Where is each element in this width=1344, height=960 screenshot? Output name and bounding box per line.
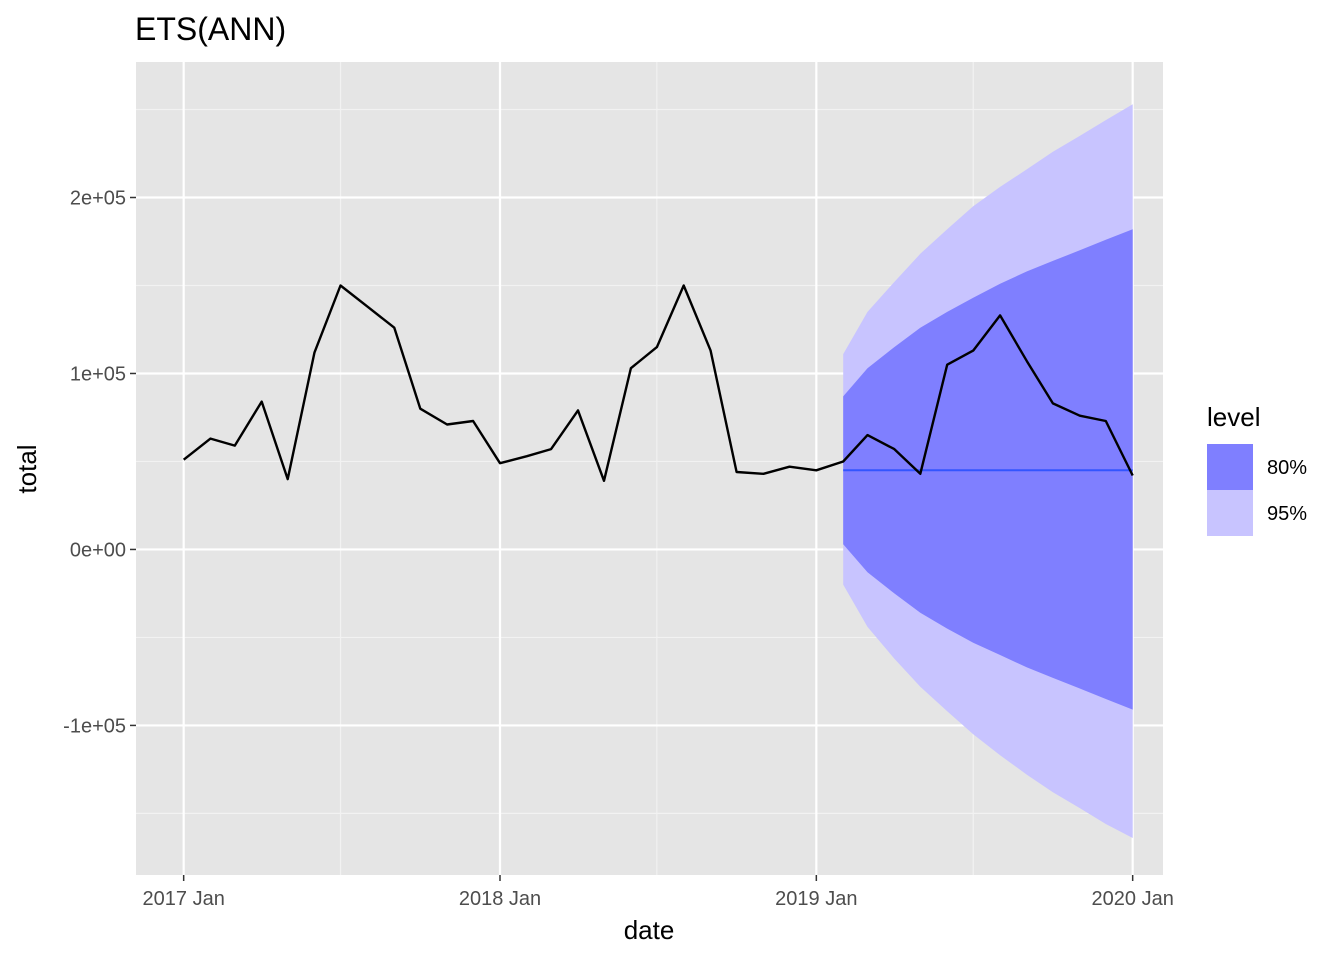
actual-series-line xyxy=(182,284,1134,482)
x-axis: 2017 Jan 2018 Jan 2019 Jan 2020 Jan xyxy=(143,875,1174,910)
legend-label: 80% xyxy=(1267,457,1307,479)
x-axis-title: date xyxy=(624,915,675,945)
chart-title: ETS(ANN) xyxy=(135,11,286,47)
x-tick-label: 2019 Jan xyxy=(775,888,857,910)
y-axis-title: total xyxy=(12,444,42,493)
x-tick-label: 2018 Jan xyxy=(459,888,541,910)
y-tick-label: 0e+00 xyxy=(70,539,126,561)
y-tick-label: -1e+05 xyxy=(63,715,126,737)
legend-key xyxy=(1207,444,1253,490)
series-lines xyxy=(182,284,1134,482)
legend: level 80% 95% xyxy=(1207,402,1307,536)
y-tick-label: 2e+05 xyxy=(70,188,126,210)
x-tick-label: 2017 Jan xyxy=(143,888,225,910)
legend-title: level xyxy=(1207,402,1260,432)
y-axis: -1e+05 0e+00 1e+05 2e+05 xyxy=(63,188,136,737)
x-tick-label: 2020 Jan xyxy=(1092,888,1174,910)
y-tick-label: 1e+05 xyxy=(70,363,126,385)
legend-key xyxy=(1207,490,1253,536)
legend-label: 95% xyxy=(1267,503,1307,525)
